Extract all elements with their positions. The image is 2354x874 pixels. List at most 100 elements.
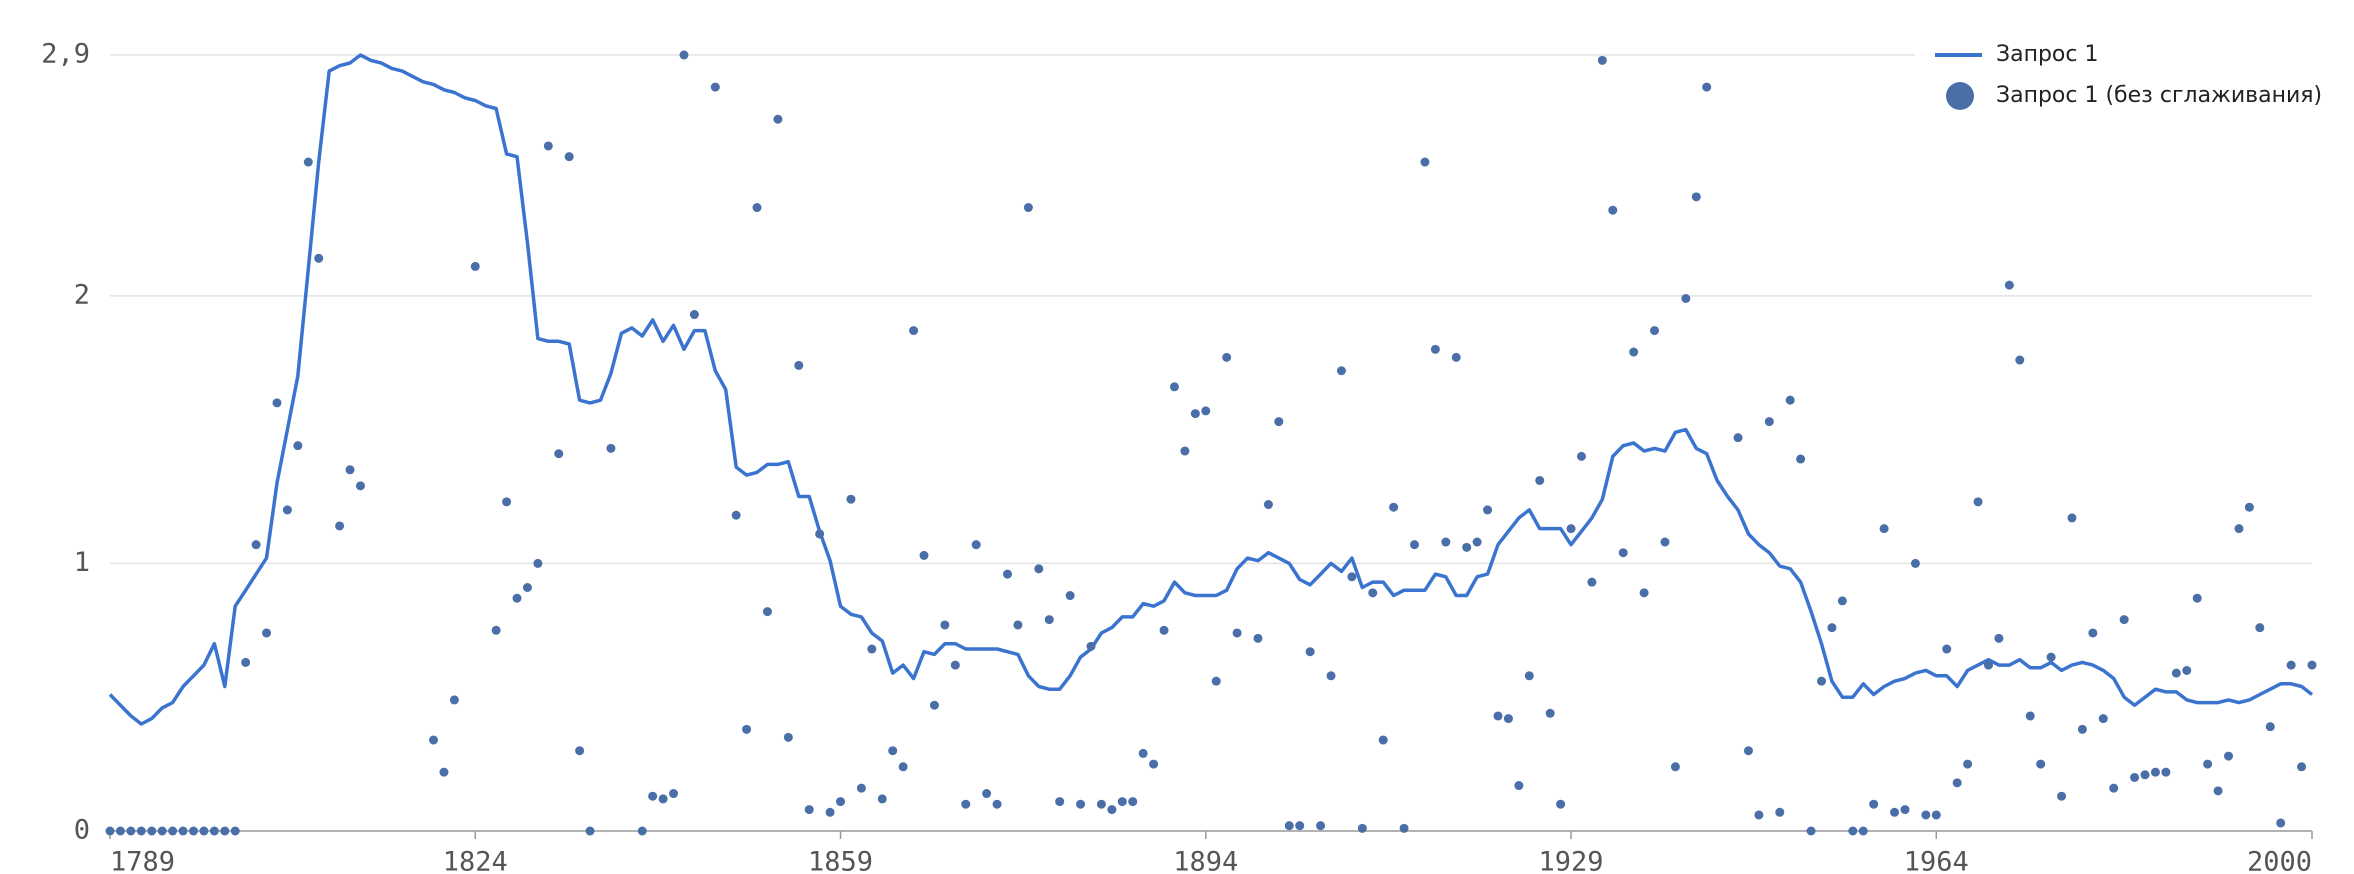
dot [1545, 708, 1555, 718]
dot [1890, 807, 1900, 817]
dot [2025, 711, 2035, 721]
dot [1827, 623, 1837, 633]
dot [1514, 781, 1524, 791]
dot [710, 82, 720, 92]
y-tick-label: 0 [74, 815, 90, 846]
dot [1702, 82, 1712, 92]
dot [2224, 751, 2234, 761]
dot [846, 494, 856, 504]
dot [1451, 352, 1461, 362]
dot [1483, 505, 1493, 515]
dot [2255, 623, 2265, 633]
dot [2057, 791, 2067, 801]
dot [1910, 558, 1920, 568]
dot [1149, 759, 1159, 769]
dot [585, 826, 595, 836]
dot [1869, 799, 1879, 809]
dot [794, 360, 804, 370]
dot [335, 521, 345, 531]
dot [1879, 524, 1889, 534]
dot [105, 826, 115, 836]
dot [491, 625, 501, 635]
dot [522, 582, 532, 592]
dot [2286, 660, 2296, 670]
dot [115, 826, 125, 836]
dot [783, 732, 793, 742]
y-tick-label: 2 [74, 279, 90, 310]
dot [1817, 676, 1827, 686]
dot [2098, 714, 2108, 724]
dot [2067, 513, 2077, 523]
dot [1326, 671, 1336, 681]
x-tick-label: 1789 [110, 847, 175, 874]
dot [1963, 759, 1973, 769]
dot [658, 794, 668, 804]
dot [1232, 628, 1242, 638]
line [108, 53, 2314, 726]
dot [1128, 797, 1138, 807]
dot [1973, 497, 1983, 507]
dot [982, 789, 992, 799]
dot [1994, 633, 2004, 643]
dot [2004, 280, 2014, 290]
dot [220, 826, 230, 836]
dot [147, 826, 157, 836]
dot [157, 826, 167, 836]
dot [1858, 826, 1868, 836]
dot [209, 826, 219, 836]
dot [1660, 537, 1670, 547]
dot [825, 807, 835, 817]
dot [2182, 665, 2192, 675]
dot [1316, 821, 1326, 831]
dot [1055, 797, 1065, 807]
dot [230, 826, 240, 836]
dot [2244, 502, 2254, 512]
dot [2171, 668, 2181, 678]
dot [1441, 537, 1451, 547]
dot [1138, 748, 1148, 758]
dot [439, 767, 449, 777]
dot [1013, 620, 1023, 630]
dot [689, 310, 699, 320]
dot [1462, 542, 1472, 552]
dot [126, 826, 136, 836]
dot [1065, 591, 1075, 601]
dot [272, 398, 282, 408]
dot [251, 540, 261, 550]
dot [1472, 537, 1482, 547]
dot [512, 593, 522, 603]
dot [2015, 355, 2025, 365]
dot [575, 746, 585, 756]
dot [867, 644, 877, 654]
dot [1222, 352, 1232, 362]
dot [1691, 192, 1701, 202]
dot [648, 791, 658, 801]
dot [1347, 572, 1357, 582]
dot [355, 481, 365, 491]
dot [1618, 548, 1628, 558]
dot [898, 762, 908, 772]
dot [2276, 818, 2286, 828]
dot [1201, 406, 1211, 416]
dot [1190, 409, 1200, 419]
dot [2140, 770, 2150, 780]
dot [1733, 433, 1743, 443]
dot [1681, 294, 1691, 304]
dot [1357, 823, 1367, 833]
x-tick-label: 1894 [1173, 847, 1238, 874]
dot [1117, 797, 1127, 807]
dot [502, 497, 512, 507]
dot [1670, 762, 1680, 772]
dot [1587, 577, 1597, 587]
dot [1837, 596, 1847, 606]
dot [2130, 772, 2140, 782]
dot [1900, 805, 1910, 815]
dot [1410, 540, 1420, 550]
dot [1378, 735, 1388, 745]
x-tick-label: 1824 [443, 847, 508, 874]
dot [1503, 714, 1513, 724]
dot [1775, 807, 1785, 817]
dot [282, 505, 292, 515]
dot [929, 700, 939, 710]
